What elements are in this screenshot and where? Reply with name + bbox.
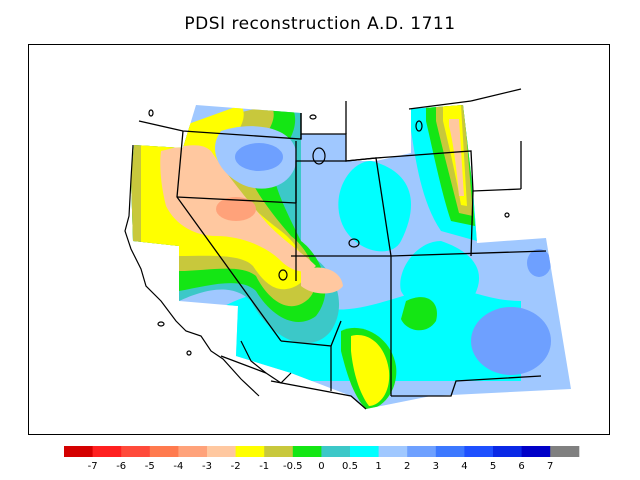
lake-6 <box>309 114 317 120</box>
colorbar-tick-label: 7 <box>547 461 553 472</box>
border-nm-tx <box>391 375 542 397</box>
border-mexico <box>270 380 367 410</box>
lake-5 <box>148 109 154 117</box>
lake-7 <box>504 212 510 218</box>
colorbar-swatch <box>92 446 122 457</box>
lakes <box>148 109 510 356</box>
island-1 <box>157 321 165 327</box>
colorbar-tick-label: 3 <box>433 461 439 472</box>
colorbar-tick-label: 6 <box>518 461 524 472</box>
colorbar-tick-label: 1 <box>375 461 381 472</box>
field-small-peach <box>301 267 343 294</box>
colorbar-swatch <box>149 446 179 457</box>
colorbar-tick-label: -2 <box>231 461 241 472</box>
border-baja <box>220 355 267 374</box>
map-frame <box>28 44 610 435</box>
colorbar-labels: -7 -6 -5 -4 -3 -2 -1 -0.5 0 0.5 1 2 3 4 5 6 7 <box>88 461 554 472</box>
colorbar-tick-label: 0.5 <box>342 461 358 472</box>
colorbar-swatches <box>64 446 580 457</box>
border-ne-sd <box>470 190 474 257</box>
colorbar-tick-label: -0.5 <box>283 461 303 472</box>
pacific-coast <box>124 144 260 397</box>
border-canada-east <box>408 100 472 110</box>
border-id <box>295 160 346 203</box>
field-green-spot <box>401 297 437 331</box>
colorbar-swatch <box>121 446 151 457</box>
field-south-yellow <box>351 335 390 406</box>
lake-3 <box>278 269 288 281</box>
colorbar-swatch <box>493 446 523 457</box>
colorbar-swatch <box>521 446 551 457</box>
field-dry-core <box>216 197 256 221</box>
colorbar-tick-label: -5 <box>145 461 155 472</box>
colorbar-swatch <box>264 446 294 457</box>
colorbar-tick-label: -1 <box>259 461 269 472</box>
colorbar-swatch <box>178 446 208 457</box>
lake-1 <box>312 147 326 165</box>
colorbar-swatch <box>207 446 237 457</box>
colorbar-tick-label: -6 <box>116 461 126 472</box>
pdsi-map <box>124 88 571 410</box>
colorbar-tick-label: -4 <box>173 461 183 472</box>
map-title: PDSI reconstruction A.D. 1711 <box>184 14 456 34</box>
border-co-ne <box>390 250 547 257</box>
colorbar-swatch <box>235 446 265 457</box>
colorbar-swatch <box>350 446 380 457</box>
colorbar-swatch <box>292 446 322 457</box>
colorbar-swatch <box>464 446 494 457</box>
colorbar-swatch <box>407 446 437 457</box>
colorbar-swatch <box>64 446 94 457</box>
field-east-blue <box>471 307 551 375</box>
gulf-coast <box>240 340 292 384</box>
colorbar-tick-label: 5 <box>490 461 496 472</box>
colorbar-swatch <box>378 446 408 457</box>
lake-4 <box>415 120 423 132</box>
colorbar-swatch <box>550 446 580 457</box>
field-blue-north-core <box>235 143 283 171</box>
colorbar-tick-label: 0 <box>318 461 324 472</box>
field-ne-peach <box>449 119 464 196</box>
field-cyan-center <box>338 161 411 252</box>
border-wy <box>345 157 392 257</box>
colorbar-tick-label: -7 <box>88 461 98 472</box>
colorbar-swatch <box>435 446 465 457</box>
colorbar-tick-label: 4 <box>461 461 467 472</box>
field-cyan-east <box>400 241 480 312</box>
colorbar-tick-label: 2 <box>404 461 410 472</box>
border-or-south <box>176 196 297 204</box>
coastline <box>124 144 292 397</box>
colorbar-tick-label: -3 <box>202 461 212 472</box>
colorbar-swatch <box>321 446 351 457</box>
state-boundaries <box>138 88 547 410</box>
border-canada-far <box>470 88 522 102</box>
island-2 <box>186 350 192 356</box>
field-ne-blue-spot <box>527 249 551 277</box>
border-az-river <box>330 320 342 347</box>
lake-2 <box>348 238 360 248</box>
